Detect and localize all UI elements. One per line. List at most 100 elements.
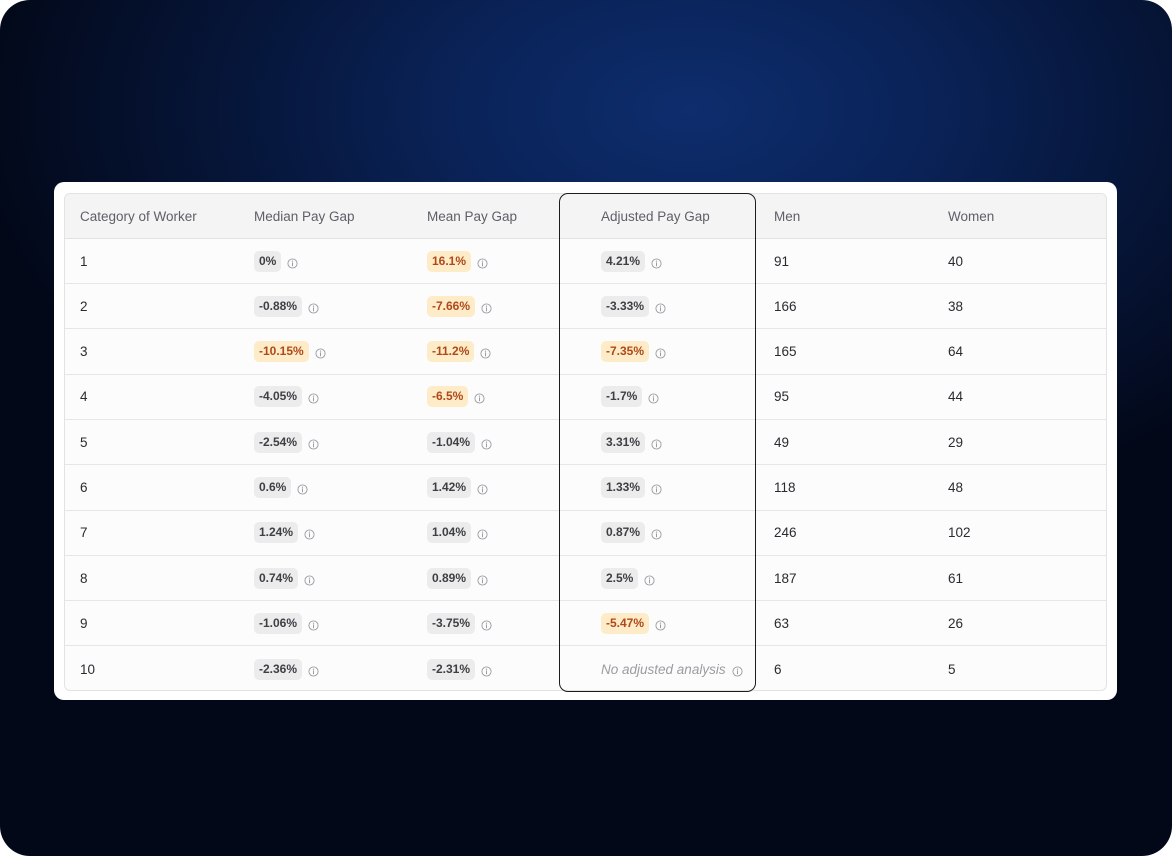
no-analysis-note: No adjusted analysis <box>601 662 726 678</box>
info-icon[interactable] <box>732 664 743 677</box>
mean-pay-gap-badge: 1.42% <box>427 477 472 498</box>
men-count-cell: 246 <box>774 525 797 541</box>
mean-pay-gap-badge: -11.2% <box>427 341 475 363</box>
category-cell: 2 <box>80 298 88 314</box>
median-pay-gap-cell: 0.6% <box>254 466 308 510</box>
median-pay-gap-cell: 0% <box>254 239 298 283</box>
info-icon[interactable] <box>477 527 488 540</box>
info-icon[interactable] <box>308 664 319 677</box>
info-icon[interactable] <box>655 301 666 314</box>
header-men[interactable]: Men <box>774 208 801 224</box>
median-pay-gap-badge: 0.6% <box>254 477 292 498</box>
info-icon[interactable] <box>297 482 308 495</box>
category-cell: 5 <box>80 434 88 450</box>
info-icon[interactable] <box>308 301 319 314</box>
table-row[interactable]: 5 -2.54% -1.04% 3.31% 49 29 <box>65 420 1106 466</box>
adjusted-pay-gap-cell: -7.35% <box>601 330 666 374</box>
table-row[interactable]: 9 -1.06% -3.75% -5.47% 63 26 <box>65 601 1106 647</box>
header-category[interactable]: Category of Worker <box>80 208 197 224</box>
women-count-cell: 40 <box>948 253 964 269</box>
adjusted-pay-gap-badge: 0.87% <box>601 522 646 544</box>
info-icon[interactable] <box>651 482 662 495</box>
median-pay-gap-badge: -2.54% <box>254 431 303 453</box>
info-icon[interactable] <box>308 618 319 631</box>
mean-pay-gap-cell: -1.04% <box>427 420 492 464</box>
men-count-cell: 63 <box>774 615 790 631</box>
info-icon[interactable] <box>477 573 488 586</box>
info-icon[interactable] <box>651 527 662 540</box>
mean-pay-gap-cell: 16.1% <box>427 239 488 283</box>
mean-pay-gap-cell: -6.5% <box>427 375 485 419</box>
info-icon[interactable] <box>481 618 492 631</box>
women-count-cell: 26 <box>948 615 964 631</box>
pay-gap-card: Category of Worker Median Pay Gap Mean P… <box>54 182 1117 700</box>
info-icon[interactable] <box>655 618 666 631</box>
median-pay-gap-cell: -0.88% <box>254 284 319 328</box>
adjusted-pay-gap-badge: 4.21% <box>601 250 646 272</box>
mean-pay-gap-cell: -3.75% <box>427 601 492 645</box>
median-pay-gap-cell: -4.05% <box>254 375 319 419</box>
info-icon[interactable] <box>644 573 655 586</box>
table-row[interactable]: 8 0.74% 0.89% 2.5% 187 61 <box>65 556 1106 602</box>
info-icon[interactable] <box>651 437 662 450</box>
info-icon[interactable] <box>315 346 326 359</box>
table-row[interactable]: 10 -2.36% -2.31% No adjusted analysis 6 5 <box>65 647 1106 690</box>
mean-pay-gap-badge: 0.89% <box>427 567 472 589</box>
header-women[interactable]: Women <box>948 208 995 224</box>
info-icon[interactable] <box>480 346 491 359</box>
info-icon[interactable] <box>474 391 485 404</box>
mean-pay-gap-badge: -6.5% <box>427 386 469 408</box>
adjusted-pay-gap-badge: -3.33% <box>601 295 650 317</box>
table-row[interactable]: 2 -0.88% -7.66% -3.33% 166 38 <box>65 284 1106 330</box>
header-adjusted-pay-gap[interactable]: Adjusted Pay Gap <box>601 208 710 224</box>
median-pay-gap-badge: 1.24% <box>254 522 299 544</box>
mean-pay-gap-badge: -1.04% <box>427 431 476 453</box>
info-icon[interactable] <box>287 256 298 269</box>
info-icon[interactable] <box>648 391 659 404</box>
men-count-cell: 166 <box>774 298 797 314</box>
info-icon[interactable] <box>308 437 319 450</box>
table-row[interactable]: 6 0.6% 1.42% 1.33% 118 48 <box>65 466 1106 511</box>
table-row[interactable]: 4 -4.05% -6.5% -1.7% 95 44 <box>65 375 1106 420</box>
table-header: Category of Worker Median Pay Gap Mean P… <box>65 194 1106 239</box>
info-icon[interactable] <box>304 573 315 586</box>
adjusted-pay-gap-cell: 3.31% <box>601 420 662 464</box>
category-cell: 9 <box>80 615 88 631</box>
mean-pay-gap-badge: -2.31% <box>427 659 476 681</box>
adjusted-pay-gap-badge: 1.33% <box>601 477 646 498</box>
men-count-cell: 187 <box>774 570 797 586</box>
category-cell: 1 <box>80 253 88 269</box>
mean-pay-gap-badge: 16.1% <box>427 250 472 272</box>
women-count-cell: 44 <box>948 389 964 405</box>
info-icon[interactable] <box>481 437 492 450</box>
men-count-cell: 95 <box>774 389 790 405</box>
women-count-cell: 38 <box>948 298 964 314</box>
info-icon[interactable] <box>304 527 315 540</box>
mean-pay-gap-cell: -2.31% <box>427 647 492 690</box>
info-icon[interactable] <box>651 256 662 269</box>
info-icon[interactable] <box>477 256 488 269</box>
header-median-pay-gap[interactable]: Median Pay Gap <box>254 208 355 224</box>
median-pay-gap-cell: 0.74% <box>254 556 315 600</box>
adjusted-pay-gap-cell: -5.47% <box>601 601 666 645</box>
info-icon[interactable] <box>481 664 492 677</box>
info-icon[interactable] <box>655 346 666 359</box>
median-pay-gap-cell: 1.24% <box>254 511 315 555</box>
median-pay-gap-cell: -2.54% <box>254 420 319 464</box>
category-cell: 10 <box>80 662 96 678</box>
header-mean-pay-gap[interactable]: Mean Pay Gap <box>427 208 518 224</box>
adjusted-pay-gap-badge: -1.7% <box>601 386 643 408</box>
median-pay-gap-badge: 0.74% <box>254 567 299 589</box>
info-icon[interactable] <box>481 301 492 314</box>
median-pay-gap-cell: -1.06% <box>254 601 319 645</box>
table-row[interactable]: 1 0% 16.1% 4.21% 91 40 <box>65 239 1106 284</box>
table-row[interactable]: 3 -10.15% -11.2% -7.35% 165 64 <box>65 330 1106 375</box>
adjusted-pay-gap-cell: 0.87% <box>601 511 662 555</box>
table-row[interactable]: 7 1.24% 1.04% 0.87% 246 102 <box>65 511 1106 556</box>
men-count-cell: 165 <box>774 344 797 360</box>
info-icon[interactable] <box>477 482 488 495</box>
category-cell: 4 <box>80 389 88 405</box>
median-pay-gap-badge: -2.36% <box>254 659 303 681</box>
info-icon[interactable] <box>308 391 319 404</box>
